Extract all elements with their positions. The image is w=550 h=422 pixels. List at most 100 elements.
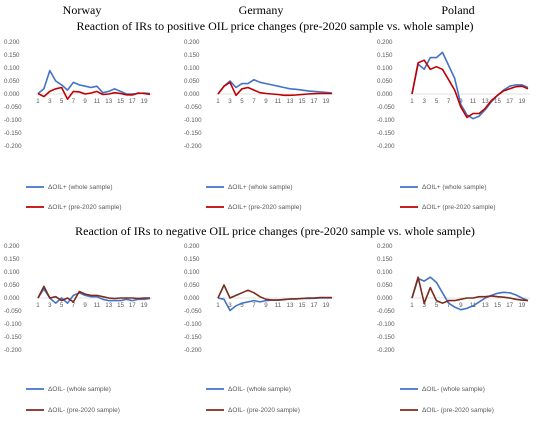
x-tick-label: 3 xyxy=(228,302,232,309)
y-tick-label: 0.000 xyxy=(377,91,393,98)
x-tick-label: 11 xyxy=(275,302,282,309)
y-tick-label: 0.150 xyxy=(377,52,393,59)
x-tick-label: 3 xyxy=(228,98,232,105)
x-tick-label: 13 xyxy=(287,98,294,105)
x-tick-label: 3 xyxy=(422,302,426,309)
y-tick-label: 0.100 xyxy=(4,269,20,276)
x-tick-label: 11 xyxy=(275,98,282,105)
series-line-pre-2020-sample xyxy=(217,284,332,301)
x-tick-label: 9 xyxy=(264,302,268,309)
y-tick-label: 0.050 xyxy=(377,282,393,289)
y-tick-label: 0.000 xyxy=(4,91,20,98)
x-tick-label: 19 xyxy=(518,302,525,309)
y-tick-label: -0.200 xyxy=(377,143,395,150)
y-tick-label: 0.050 xyxy=(4,282,20,289)
x-tick-label: 11 xyxy=(470,98,477,105)
series-line-pre-2020-sample xyxy=(411,59,529,119)
y-tick-label: -0.150 xyxy=(377,334,395,341)
x-tick-label: 5 xyxy=(240,98,244,105)
y-tick-label: -0.150 xyxy=(184,130,202,137)
legend-label: ΔOIL+ (whole sample) xyxy=(422,184,487,191)
y-tick-label: 0.000 xyxy=(377,295,393,302)
y-tick-label: 0.200 xyxy=(377,39,393,46)
y-tick-label: -0.050 xyxy=(184,104,202,111)
country-label-poland: Poland xyxy=(441,3,474,17)
x-tick-label: 17 xyxy=(129,302,136,309)
y-tick-label: -0.100 xyxy=(377,321,395,328)
y-tick-label: 0.100 xyxy=(184,269,200,276)
y-tick-label: -0.200 xyxy=(184,347,202,354)
y-tick-label: 0.050 xyxy=(184,78,200,85)
x-tick-label: 5 xyxy=(435,302,439,309)
y-tick-label: 0.100 xyxy=(377,269,393,276)
x-tick-label: 19 xyxy=(518,98,525,105)
y-tick-label: -0.200 xyxy=(377,347,395,354)
x-tick-label: 15 xyxy=(299,302,306,309)
x-tick-label: 7 xyxy=(252,302,256,309)
x-tick-label: 7 xyxy=(72,98,76,105)
y-tick-label: 0.100 xyxy=(4,65,20,72)
x-tick-label: 5 xyxy=(60,302,64,309)
chart-norway-negative: 0.200 0.150 0.100 0.050 0.000 -0.050 -0.100 -0.… xyxy=(4,243,152,414)
y-tick-label: 0.100 xyxy=(377,65,393,72)
x-tick-label: 15 xyxy=(117,98,124,105)
series-line-whole-sample xyxy=(37,288,151,305)
y-tick-label: -0.050 xyxy=(377,104,395,111)
series-line-pre-2020-sample xyxy=(217,81,332,97)
y-tick-label: 0.200 xyxy=(4,243,20,250)
x-tick-label: 13 xyxy=(482,302,489,309)
y-tick-label: 0.200 xyxy=(184,39,200,46)
chart-germany-negative: 0.200 0.150 0.100 0.050 0.000 -0.050 -0.100 -0.… xyxy=(184,243,334,414)
x-tick-label: 17 xyxy=(311,302,318,309)
x-tick-label: 5 xyxy=(435,98,439,105)
y-tick-label: 0.000 xyxy=(184,295,200,302)
y-tick-label: -0.100 xyxy=(184,321,202,328)
x-tick-label: 17 xyxy=(311,98,318,105)
x-tick-label: 9 xyxy=(83,302,87,309)
x-tick-label: 1 xyxy=(410,302,414,309)
y-tick-label: -0.050 xyxy=(377,308,395,315)
x-tick-label: 13 xyxy=(105,98,112,105)
legend-label: ΔOIL+ (whole sample) xyxy=(228,184,293,191)
legend-label: ΔOIL- (pre-2020 sample) xyxy=(422,407,494,414)
y-tick-label: -0.150 xyxy=(377,130,395,137)
series-line-whole-sample xyxy=(217,78,333,95)
x-tick-label: 1 xyxy=(36,302,40,309)
x-tick-label: 7 xyxy=(252,98,256,105)
y-tick-label: 0.000 xyxy=(4,295,20,302)
y-tick-label: -0.150 xyxy=(184,334,202,341)
x-tick-label: 19 xyxy=(141,98,148,105)
x-tick-label: 3 xyxy=(48,302,52,309)
y-tick-label: 0.200 xyxy=(377,243,393,250)
x-tick-label: 11 xyxy=(94,98,101,105)
x-tick-label: 7 xyxy=(72,302,76,309)
chart-poland-positive: 0.200 0.150 0.100 0.050 0.000 -0.050 -0.100 -0.… xyxy=(377,39,530,211)
y-tick-label: -0.200 xyxy=(4,347,22,354)
y-tick-label: 0.100 xyxy=(184,65,200,72)
x-tick-label: 5 xyxy=(240,302,244,309)
positive-section-title: Reaction of IRs to positive OIL price ch… xyxy=(76,19,473,33)
x-tick-label: 17 xyxy=(506,302,513,309)
series-line-whole-sample xyxy=(411,51,529,120)
y-tick-label: 0.200 xyxy=(184,243,200,250)
y-tick-label: 0.150 xyxy=(377,256,393,263)
x-tick-label: 11 xyxy=(94,302,101,309)
x-tick-label: 3 xyxy=(48,98,52,105)
x-tick-label: 9 xyxy=(459,98,463,105)
x-tick-label: 9 xyxy=(459,302,463,309)
y-tick-label: 0.150 xyxy=(4,52,20,59)
x-tick-label: 17 xyxy=(506,98,513,105)
negative-section-title: Reaction of IRs to negative OIL price ch… xyxy=(75,224,475,238)
chart-panels: 0.200 0.150 0.100 0.050 0.000 -0.050 -0.100 -0.… xyxy=(4,39,530,414)
x-tick-label: 7 xyxy=(447,98,451,105)
x-tick-label: 19 xyxy=(323,302,330,309)
x-tick-label: 13 xyxy=(482,98,489,105)
y-tick-label: -0.150 xyxy=(4,130,22,137)
y-tick-label: 0.150 xyxy=(184,256,200,263)
series-line-whole-sample xyxy=(37,69,151,95)
legend-label: ΔOIL- (pre-2020 sample) xyxy=(228,407,300,414)
y-tick-label: 0.050 xyxy=(4,78,20,85)
y-tick-label: 0.150 xyxy=(184,52,200,59)
y-tick-label: -0.050 xyxy=(4,308,22,315)
